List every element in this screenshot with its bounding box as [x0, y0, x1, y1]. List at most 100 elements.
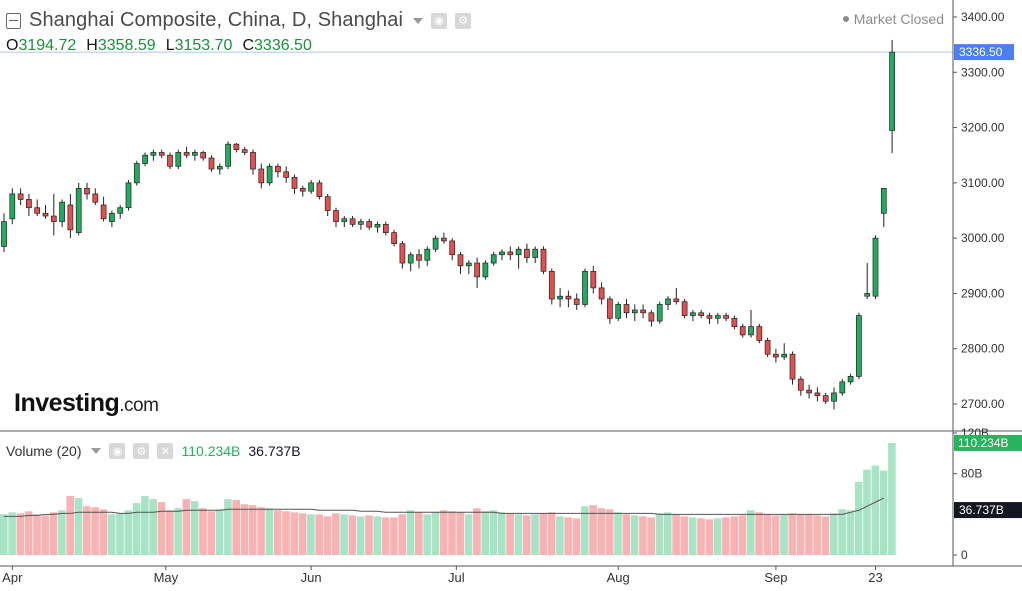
market-status: Market Closed: [842, 11, 944, 27]
candle-body: [623, 304, 630, 314]
volume-header: Volume (20) ◉ ⚙ ✕ 110.234B 36.737B: [6, 443, 301, 459]
candle-body: [432, 237, 439, 250]
price-tick-label: 3300.00: [961, 65, 1005, 79]
volume-bar: [655, 513, 664, 555]
candle-body: [756, 326, 763, 341]
volume-bar: [431, 512, 440, 555]
candle-body: [781, 353, 788, 358]
candle-body: [582, 270, 588, 305]
volume-bar: [481, 511, 489, 555]
price-tick-label: 3400.00: [961, 10, 1005, 24]
volume-bar: [854, 481, 863, 555]
volume-bar: [423, 514, 431, 555]
volume-bar: [763, 514, 772, 555]
volume-bar: [315, 514, 323, 555]
volume-bar: [99, 509, 108, 555]
volume-bar: [630, 515, 639, 555]
candle-body: [324, 196, 331, 211]
candle-body: [17, 193, 24, 200]
candle-body: [366, 221, 373, 228]
candle-body: [474, 262, 480, 278]
volume-bar: [796, 514, 805, 555]
candle-body: [864, 293, 871, 297]
candle-body: [84, 188, 90, 195]
volume-bar: [464, 514, 473, 555]
gear-icon[interactable]: ⚙: [133, 443, 150, 459]
chart-header: Shanghai Composite, China, D, Shanghai ◉…: [6, 9, 472, 32]
close-icon[interactable]: ✕: [157, 443, 174, 459]
volume-bar: [373, 516, 382, 555]
candle-body: [499, 251, 505, 256]
candle-body: [216, 165, 223, 170]
time-tick-label: Sep: [764, 570, 787, 585]
volume-bar: [713, 518, 722, 555]
collapse-icon[interactable]: [6, 12, 21, 29]
candle-body: [341, 218, 348, 222]
volume-bar: [506, 513, 514, 555]
volume-bar: [589, 505, 597, 555]
volume-bar: [439, 510, 448, 555]
chevron-down-icon[interactable]: [91, 448, 102, 454]
candle-body: [26, 199, 32, 209]
candle-body: [681, 301, 688, 316]
last-volume-label: 110.234B: [958, 436, 1009, 450]
volume-bar: [547, 512, 556, 555]
candle-body: [557, 295, 563, 300]
ohlc-close: C3336.50: [242, 37, 311, 55]
candle-body: [648, 312, 655, 322]
candle-body: [50, 215, 57, 222]
candle-body: [117, 207, 124, 214]
volume-bar: [522, 515, 531, 555]
candle-body: [225, 143, 231, 167]
candle-body: [714, 315, 721, 319]
candle-body: [748, 326, 754, 336]
volume-bar: [132, 503, 141, 555]
eye-icon[interactable]: ◉: [109, 443, 126, 459]
volume-bar: [564, 517, 572, 555]
candle-body: [192, 152, 198, 156]
volume-bar: [830, 513, 838, 555]
price-tick-label: 2900.00: [961, 286, 1005, 300]
high-label: H: [86, 37, 98, 54]
candle-body: [208, 157, 215, 170]
candle-body: [457, 254, 464, 267]
candle-body: [399, 243, 406, 264]
volume-bar: [157, 502, 166, 555]
candle-body: [764, 340, 771, 355]
investing-logo: Investing.com: [14, 389, 159, 418]
volume-bar: [705, 519, 714, 555]
time-tick-label: Apr: [2, 570, 23, 585]
gear-icon[interactable]: ⚙: [455, 12, 472, 29]
volume-tick-label: 80B: [961, 467, 982, 481]
volume-ma-value: 36.737B: [248, 443, 301, 459]
volume-bar: [348, 515, 357, 555]
volume-bar: [398, 514, 406, 555]
candle-body: [673, 298, 680, 303]
volume-bar: [597, 508, 606, 555]
candle-body: [739, 326, 746, 336]
candle-body: [524, 248, 530, 258]
candle-body: [358, 221, 364, 225]
volume-bar: [514, 514, 523, 555]
volume-bar: [265, 508, 274, 555]
candle-body: [258, 168, 265, 184]
eye-icon[interactable]: ◉: [431, 12, 448, 29]
time-tick-label: Aug: [607, 570, 630, 585]
candle-body: [706, 315, 713, 319]
candle-body: [889, 51, 895, 131]
volume-bar: [215, 509, 224, 555]
volume-bar: [381, 517, 390, 555]
volume-bar: [697, 518, 705, 555]
candle-body: [42, 212, 49, 217]
volume-bar: [489, 510, 498, 555]
ma-badge: [954, 502, 1022, 519]
candle-body: [92, 193, 99, 203]
volume-bar: [41, 515, 50, 555]
volume-bar: [323, 516, 332, 555]
volume-tick-label: 0: [961, 548, 968, 562]
candle-body: [233, 143, 240, 151]
chevron-down-icon[interactable]: [413, 17, 424, 24]
candle-body: [59, 201, 65, 222]
candle-body: [158, 152, 165, 156]
